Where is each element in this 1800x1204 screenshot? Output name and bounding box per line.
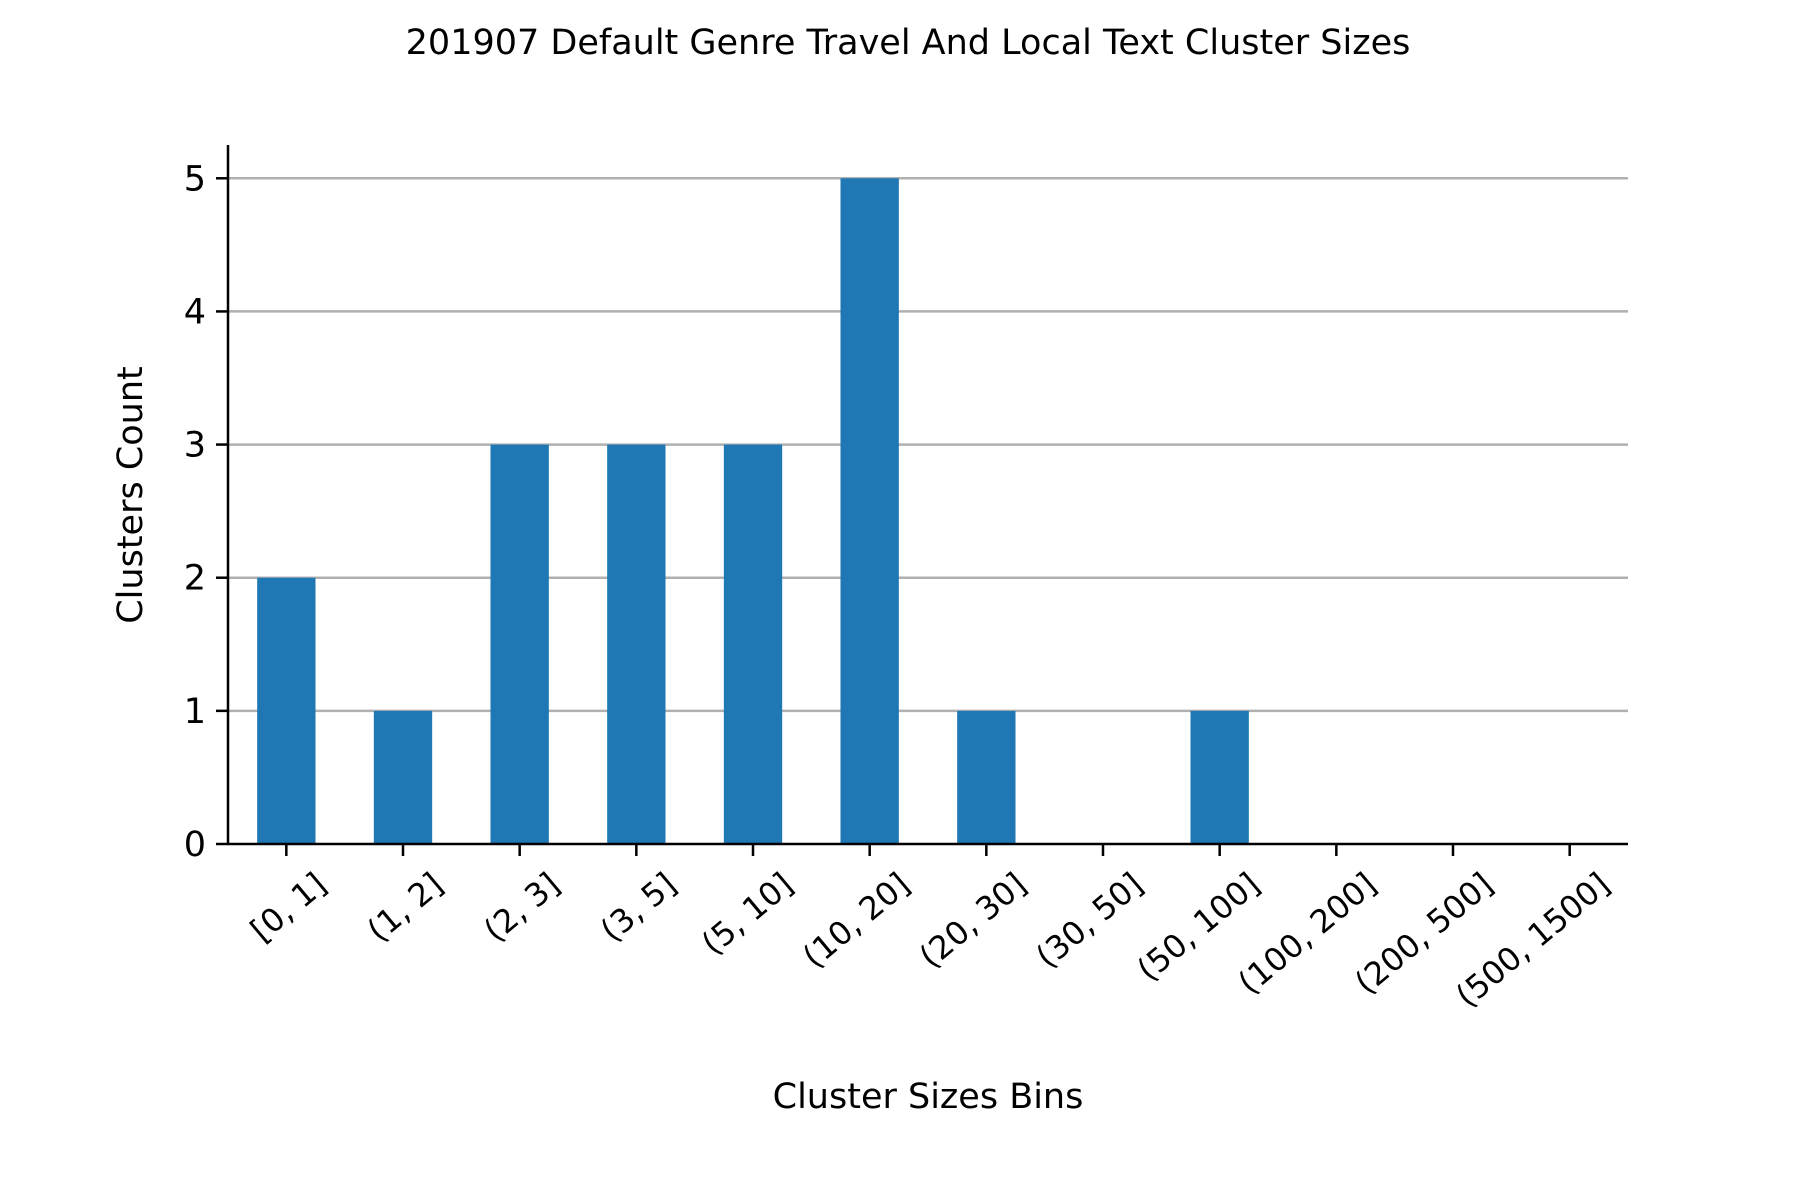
x-tick-label-3: (3, 5] bbox=[593, 865, 683, 949]
x-axis-ticks: [0, 1] (1, 2] (2, 3] (3, 5] (5, 10](10, 20](… bbox=[243, 844, 1617, 1015]
y-axis-ticks: 0 1 2 3 4 5 bbox=[184, 159, 228, 865]
y-tick-label-5: 5 bbox=[184, 159, 206, 199]
bar-3 bbox=[607, 444, 666, 844]
bar-4 bbox=[723, 444, 783, 844]
x-axis-label: Cluster Sizes Bins bbox=[773, 1077, 1084, 1117]
bars bbox=[257, 178, 1249, 845]
y-tick-label-1: 1 bbox=[184, 692, 206, 732]
x-tick-label-5: (10, 20] bbox=[795, 865, 917, 976]
bar-2 bbox=[490, 444, 549, 844]
y-tick-label-0: 0 bbox=[184, 825, 206, 865]
bar-8 bbox=[1190, 710, 1249, 844]
y-axis-label: Clusters Count bbox=[111, 366, 151, 624]
axes bbox=[226, 145, 1628, 846]
x-tick-label-1: (1, 2] bbox=[360, 865, 450, 949]
y-tick-label-3: 3 bbox=[184, 426, 206, 466]
chart-title: 201907 Default Genre Travel And Local Te… bbox=[406, 23, 1411, 63]
x-tick-label-6: (20, 30] bbox=[912, 865, 1034, 976]
y-tick-label-2: 2 bbox=[184, 559, 206, 599]
bar-1 bbox=[373, 710, 433, 844]
x-tick-label-2: (2, 3] bbox=[476, 865, 566, 949]
bar-5 bbox=[840, 178, 899, 845]
bar-0 bbox=[257, 577, 316, 844]
bar-6 bbox=[957, 710, 1016, 844]
x-tick-label-0: [0, 1] bbox=[243, 865, 333, 949]
grid-lines bbox=[228, 177, 1628, 713]
x-tick-label-4: (5, 10] bbox=[694, 865, 800, 962]
y-tick-label-4: 4 bbox=[184, 292, 206, 332]
